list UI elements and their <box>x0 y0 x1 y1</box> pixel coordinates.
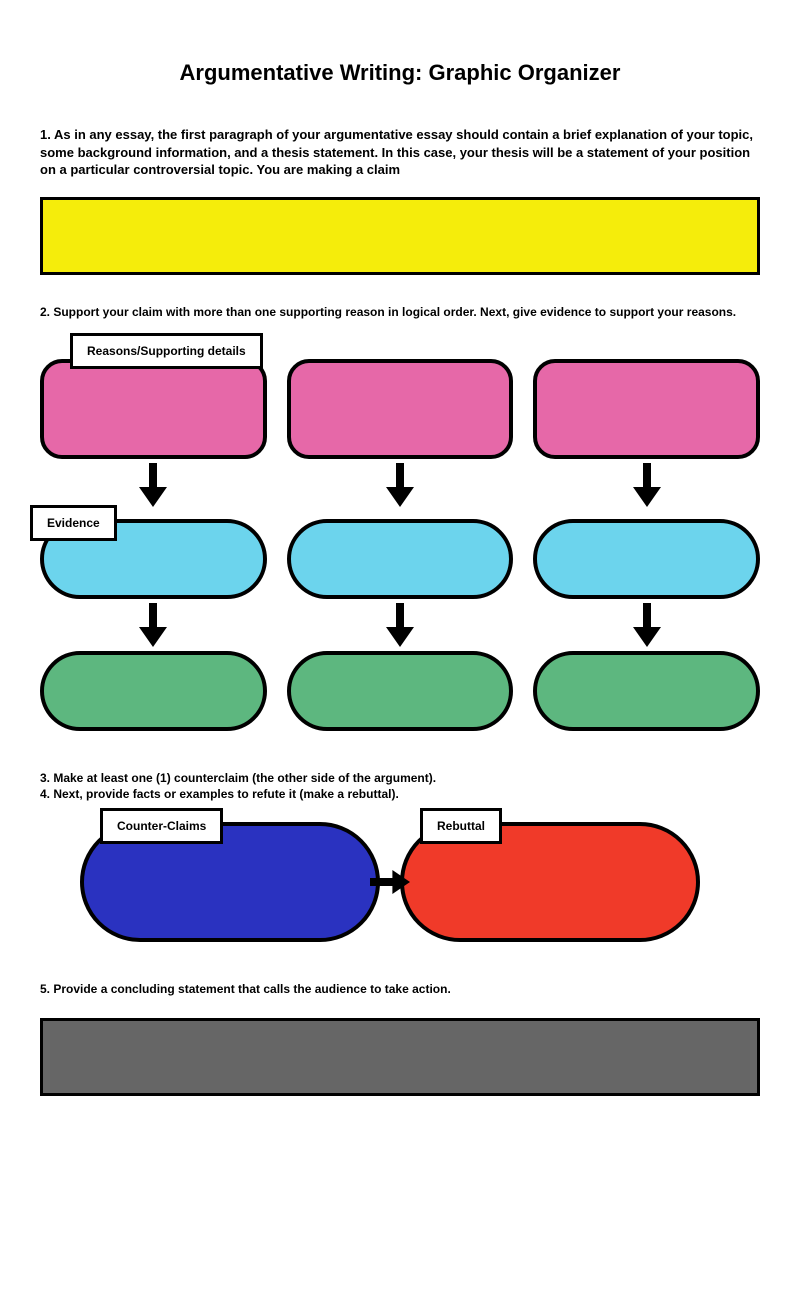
instruction-1: 1. As in any essay, the first paragraph … <box>40 126 760 179</box>
down-arrow-icon <box>629 603 665 647</box>
evidence-label: Evidence <box>30 505 117 541</box>
page-title: Argumentative Writing: Graphic Organizer <box>40 60 760 86</box>
green-row <box>40 651 760 731</box>
evidence-box-3 <box>533 519 760 599</box>
green-box-2 <box>287 651 514 731</box>
counter-label: Counter-Claims <box>100 808 223 844</box>
evidence-row <box>40 511 760 599</box>
reasons-section: Reasons/Supporting details Evidence <box>40 345 760 731</box>
counter-section: Counter-Claims Rebuttal <box>40 822 760 942</box>
conclusion-box <box>40 1018 760 1096</box>
arrow-row-2 <box>40 603 760 647</box>
arrow-row-1 <box>40 463 760 507</box>
green-box-3 <box>533 651 760 731</box>
right-arrow-icon <box>370 864 410 900</box>
down-arrow-icon <box>382 603 418 647</box>
rebuttal-label: Rebuttal <box>420 808 502 844</box>
down-arrow-icon <box>629 463 665 507</box>
evidence-box-2 <box>287 519 514 599</box>
reason-box-1 <box>40 359 267 459</box>
reasons-label: Reasons/Supporting details <box>70 333 263 369</box>
instruction-2: 2. Support your claim with more than one… <box>40 305 760 321</box>
claim-box <box>40 197 760 275</box>
down-arrow-icon <box>135 463 171 507</box>
instruction-5: 5. Provide a concluding statement that c… <box>40 982 760 998</box>
green-box-1 <box>40 651 267 731</box>
reason-box-3 <box>533 359 760 459</box>
instruction-4: 4. Next, provide facts or examples to re… <box>40 787 760 803</box>
reason-box-2 <box>287 359 514 459</box>
instruction-3: 3. Make at least one (1) counterclaim (t… <box>40 771 760 787</box>
down-arrow-icon <box>135 603 171 647</box>
down-arrow-icon <box>382 463 418 507</box>
